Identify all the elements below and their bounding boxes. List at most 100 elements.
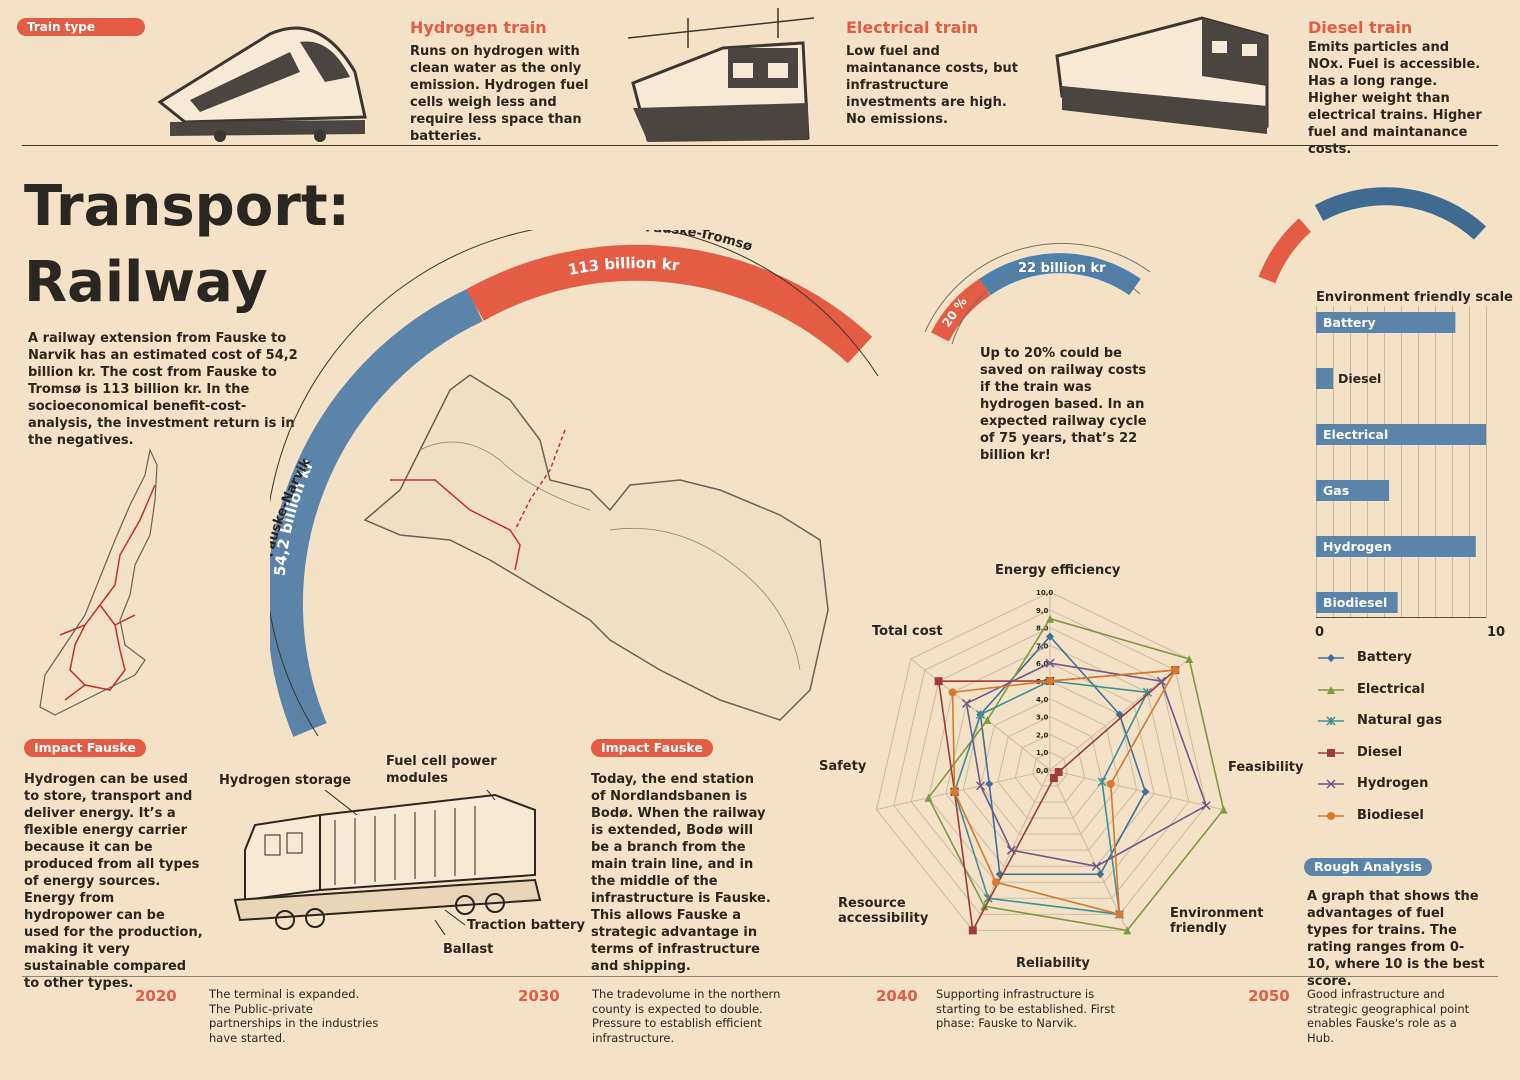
- radar-point: [1123, 926, 1132, 935]
- radar-chart: 0,01,02,03,04,05,06,07,08,09,010,0: [875, 589, 1228, 935]
- radar-gridline: [910, 627, 1190, 899]
- radar-point: [1046, 632, 1054, 641]
- hydrogen-locomotive-illustration: [233, 790, 542, 936]
- radar-point: [1156, 676, 1166, 686]
- radar-point: [1327, 748, 1335, 757]
- radar-point: [1141, 787, 1150, 796]
- legend-marker: [1318, 811, 1344, 820]
- radar-point: [1054, 767, 1063, 776]
- impact-badge-2: Impact Fauske: [591, 739, 713, 757]
- radar-point: [983, 716, 992, 725]
- scale-bar-diesel: [1316, 368, 1333, 389]
- impact-text-1: Hydrogen can be used to store, transport…: [24, 772, 203, 991]
- timeline-year-2020: 2020: [135, 987, 177, 1005]
- timeline-year-2030: 2030: [518, 987, 560, 1005]
- timeline-text-2040: Supporting infrastructure is starting to…: [936, 987, 1115, 1030]
- radar-point: [1097, 777, 1107, 787]
- diesel-train-title: Diesel train: [1308, 18, 1413, 37]
- radar-gridline: [945, 662, 1155, 867]
- radar-series-line: [927, 617, 1225, 932]
- scale-bar-electrical: [1316, 424, 1486, 445]
- axis-label-environment-friendly: Environment friendly: [1170, 906, 1264, 936]
- radar-series-line: [937, 669, 1178, 933]
- radar-point: [1327, 811, 1335, 820]
- loco-label-battery: Traction battery: [467, 918, 585, 933]
- scale-chart: Battery Diesel Electrical Gas Hydrogen Biodie…: [1316, 306, 1487, 618]
- radar-point: [934, 677, 943, 686]
- legend-marker: [1318, 716, 1344, 726]
- radar-gridline: [927, 644, 1173, 883]
- axis-label-safety: Safety: [819, 759, 867, 774]
- page-title-line1: Transport:: [24, 174, 350, 239]
- radar-point: [924, 793, 933, 802]
- axis-label-energy-efficiency: Energy efficiency: [995, 563, 1121, 578]
- timeline-text-2020: The terminal is expanded. The Public-pri…: [209, 987, 379, 1045]
- hydrogen-train-text: Runs on hydrogen with clean water as the…: [410, 44, 589, 144]
- timeline-text-2030: The tradevolume in the northern county i…: [592, 987, 781, 1045]
- radar-point: [1327, 654, 1335, 662]
- rough-analysis-text: A graph that shows the advantages of fue…: [1307, 889, 1485, 989]
- train-type-badge: Train type: [17, 18, 145, 36]
- legend-label: Hydrogen: [1357, 776, 1429, 791]
- hydrogen-train-illustration: [157, 26, 367, 142]
- radar-tick-label: 3,0: [1036, 714, 1049, 722]
- scale-bar-label: Gas: [1323, 483, 1349, 498]
- scale-bar-label: Diesel: [1338, 371, 1381, 386]
- scale-bar-gas: [1316, 480, 1390, 501]
- radar-tick-label: 2,0: [1036, 731, 1049, 739]
- diesel-train-illustration: [1055, 16, 1269, 134]
- radar-point: [1046, 677, 1054, 685]
- radar-point: [991, 878, 1000, 887]
- scale-bar-label: Battery: [1323, 315, 1376, 330]
- legend-marker: [1318, 654, 1344, 662]
- legend-label: Electrical: [1357, 681, 1425, 697]
- loco-label-fuelcell: Fuel cell power modules: [386, 754, 497, 786]
- radar-series-hydrogen: [961, 658, 1211, 871]
- scale-title: Environment friendly scale: [1316, 290, 1513, 305]
- axis-label-total-cost: Total cost: [872, 624, 943, 639]
- loco-label-ballast: Ballast: [443, 942, 494, 957]
- radar-tick-label: 10,0: [1036, 589, 1053, 597]
- legend-label: Biodiesel: [1357, 807, 1424, 823]
- radar-tick-label: 8,0: [1036, 625, 1049, 633]
- radar-series-line: [953, 680, 1149, 916]
- axis-label-feasibility: Feasibility: [1228, 760, 1304, 775]
- savings-text: Up to 20% could be saved on railway cost…: [980, 346, 1147, 463]
- radar-point: [1091, 861, 1101, 871]
- radar-point: [1049, 774, 1058, 783]
- cost-arc: 54,2 billion kr 113 billion kr Fauske-Na…: [270, 230, 879, 737]
- scale-bar-hydrogen: [1316, 536, 1476, 557]
- radar-gridline: [997, 716, 1103, 819]
- radar-point: [968, 926, 977, 935]
- radar-point: [1106, 779, 1115, 788]
- radar-point: [1326, 716, 1336, 726]
- scale-axis-max: 10: [1487, 625, 1506, 640]
- timeline-text-2050: Good infrastructure and strategic geogra…: [1307, 987, 1470, 1045]
- radar-point: [1201, 801, 1211, 811]
- radar-series-line: [951, 669, 1177, 916]
- radar-gridline: [962, 680, 1138, 851]
- radar-point: [1219, 805, 1228, 814]
- scale-bar-label: Hydrogen: [1323, 539, 1392, 554]
- radar-point: [1171, 666, 1180, 675]
- radar-point: [1327, 685, 1335, 694]
- legend-marker: [1318, 779, 1344, 789]
- radar-series-electrical: [924, 614, 1228, 935]
- hydrogen-train-title: Hydrogen train: [410, 18, 547, 37]
- legend-label: Battery: [1357, 650, 1412, 665]
- electrical-train-illustration: [628, 8, 814, 142]
- radar-tick-label: 6,0: [1036, 660, 1049, 668]
- radar-point: [975, 709, 985, 720]
- diesel-train-text: Emits particles and NOx. Fuel is accessi…: [1308, 40, 1482, 157]
- radar-point: [950, 787, 959, 796]
- radar-point: [1185, 655, 1194, 664]
- radar-series-line: [965, 662, 1208, 868]
- electrical-train-text: Low fuel and maintanance costs, but infr…: [846, 44, 1018, 127]
- intro-text: A railway extension from Fauske to Narvi…: [28, 331, 298, 448]
- scale-bar-label: Electrical: [1323, 427, 1388, 442]
- radar-point: [980, 902, 989, 911]
- scale-axis-min: 0: [1315, 625, 1325, 640]
- legend-label: Natural gas: [1357, 713, 1443, 728]
- radar-point: [948, 688, 957, 697]
- radar-tick-label: 9,0: [1036, 607, 1049, 615]
